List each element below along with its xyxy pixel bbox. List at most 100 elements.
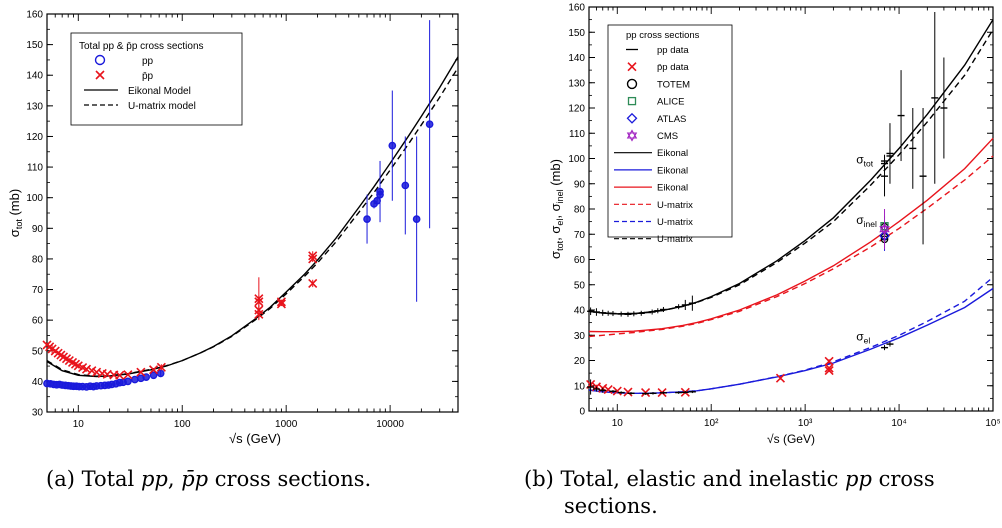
chart-a-axes: 30 40 50 60 70 80 90 100 110 120 130 140 150 160 10 100… [26,10,458,430]
legend-label: ALICE [657,97,684,108]
y-tick-label: 110 [569,129,585,140]
y-tick-label: 90 [32,224,44,235]
y-tick-label: 160 [26,10,43,21]
data-point [123,370,133,380]
caption-b-line2: sections. [564,494,658,518]
legend-marker [95,70,105,80]
y-tick-label: 60 [32,316,44,327]
y-tick-label: 160 [568,3,585,14]
y-tick-label: 140 [568,53,585,64]
y-tick-label: 110 [27,163,43,174]
data-point [276,297,286,307]
y-tick-label: 40 [32,377,44,388]
data-point [363,215,371,223]
legend-marker [626,129,638,142]
y-tick-label: 40 [574,306,586,317]
x-tick-label: 10³ [798,418,813,429]
y-tick-label: 80 [574,205,586,216]
curve-u-matrix-inel [588,155,994,338]
x-tick-label: 10⁴ [891,418,906,429]
data-point [115,370,125,380]
y-tick-label: 30 [574,331,586,342]
legend-label: p̄p [142,71,154,82]
x-tick-label: 1000 [275,419,298,430]
y-tick-label: 140 [26,71,43,82]
legend-label: Eikonal [657,183,688,194]
legend-label: U-matrix [657,200,693,211]
data-point [276,299,286,309]
data-point [401,181,410,190]
data-point [373,196,381,205]
y-tick-label: 70 [32,285,44,296]
data-point [124,377,132,386]
chart-a-ylabel: σtot (mb) [7,189,24,237]
x-tick-label: 10² [704,418,719,429]
legend-label: CMS [657,131,678,142]
chart-b-axes: 0 10 20 30 40 50 60 70 80 90 100 110 120 130 140 150 160… [568,3,1000,430]
chart-a-points [42,20,434,391]
data-point [149,371,158,380]
chart-a: 30 40 50 60 70 80 90 100 110 120 130 140 150 160 10 100… [7,10,459,446]
y-tick-label: 150 [568,28,585,39]
legend-label: pp [142,56,154,67]
data-point [308,251,318,261]
legend-label: pp data [657,45,689,56]
data-point [412,215,421,223]
y-tick-label: 100 [26,193,43,204]
data-point [156,362,166,372]
y-tick-label: 70 [574,230,586,241]
annotation: σinel [856,213,877,229]
curve-eikonal-el [588,287,994,394]
data-point [388,141,397,150]
legend-marker [626,78,638,90]
y-tick-label: 20 [574,356,586,367]
x-tick-label: 10000 [376,419,404,430]
y-tick-label: 130 [568,78,585,89]
data-point [376,187,384,196]
annotation: σel [856,329,870,345]
chart-b-ylabel: σtot, σel, σinel (mb) [548,159,565,259]
legend-marker [94,54,106,66]
chart-b-legend: pp cross sections pp data p̄p data TOTEM ALI… [607,24,733,245]
legend-title: Total pp & p̄p cross sections [79,41,204,52]
legend-label: ATLAS [657,114,686,125]
data-point [149,365,159,375]
data-point [81,364,92,374]
caption-a: (a) Total pp, p̄p cross sections. [46,467,372,491]
chart-a-legend: Total pp & p̄p cross sections pp p̄p Eikona… [70,32,243,126]
data-point [879,223,890,236]
data-point [136,367,146,377]
y-tick-label: 30 [32,408,44,419]
data-point [308,278,318,288]
data-point [824,356,834,366]
y-tick-label: 60 [574,255,586,266]
annotation: σtot [856,153,873,169]
legend-marker [626,112,638,124]
y-tick-label: 120 [26,132,43,143]
data-point [425,120,434,129]
x-tick-label: 10 [73,419,85,430]
y-tick-label: 10 [574,381,586,392]
data-point [130,375,139,384]
chart-b-xlabel: √s (GeV) [767,432,815,446]
chart-b-points [586,12,948,398]
legend-marker [627,96,637,106]
chart-a-xlabel: √s (GeV) [229,431,281,446]
legend-label: U-matrix [657,217,693,228]
y-tick-label: 50 [32,346,44,357]
legend-label: Eikonal Model [128,86,191,97]
x-tick-label: 100 [174,419,191,430]
data-point [603,384,613,395]
y-tick-label: 80 [32,254,44,265]
legend-label: U-matrix [657,234,693,245]
legend-label: Eikonal [657,165,688,176]
data-point [612,386,622,396]
data-point [775,373,786,383]
y-tick-label: 130 [26,101,43,112]
legend-label: Eikonal [657,148,688,159]
y-tick-label: 50 [574,280,586,291]
caption-b: (b) Total, elastic and inelastic pp cros… [524,467,935,491]
legend-marker [627,62,637,72]
y-tick-label: 150 [26,40,43,51]
x-tick-label: 10⁵ [985,418,1000,429]
